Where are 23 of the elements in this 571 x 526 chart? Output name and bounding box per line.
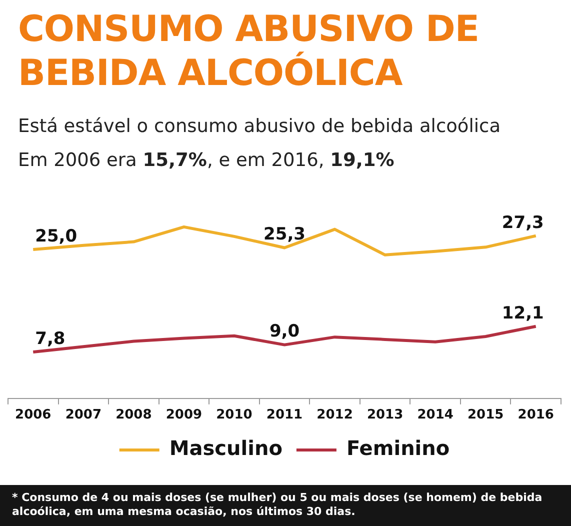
x-tick-label: 2007	[65, 408, 102, 423]
x-tick-label: 2016	[518, 408, 554, 423]
data-label: 27,3	[502, 212, 544, 233]
x-tick-label: 2014	[417, 408, 454, 423]
data-label: 7,8	[35, 328, 66, 349]
x-tick-label: 2009	[166, 408, 202, 423]
text: * Consumo de 4 ou mais doses (se mulher) ou 5 ou mais doses (se homem) de bebida alcoólica, em uma mesma ocasião, nos últimos 30 dias.	[0, 485, 571, 526]
legend-label: Feminino	[346, 436, 450, 460]
x-tick-label: 2011	[266, 408, 303, 423]
text: Em 2006 era 15,7%, e em 2016, 19,1%	[18, 150, 394, 171]
data-label: 9,0	[269, 322, 300, 342]
x-tick-label: 2012	[316, 408, 353, 423]
x-tick-label: 2015	[467, 408, 504, 423]
x-tick-label: 2006	[15, 408, 52, 423]
legend-label: Masculino	[169, 436, 282, 460]
data-label: 25,3	[264, 224, 306, 245]
x-tick-label: 2013	[366, 408, 404, 423]
data-label: 12,1	[502, 303, 544, 324]
data-label: 25,0	[35, 226, 78, 246]
chart-title: CONSUMO ABUSIVO DE BEBIDA ALCOÓLICA	[18, 8, 480, 96]
x-tick-label: 2010	[216, 408, 252, 423]
x-tick-label: 2008	[116, 408, 152, 423]
chart-subtitle: Está estável o consumo abusivo de bebida alcoólica	[18, 116, 501, 137]
